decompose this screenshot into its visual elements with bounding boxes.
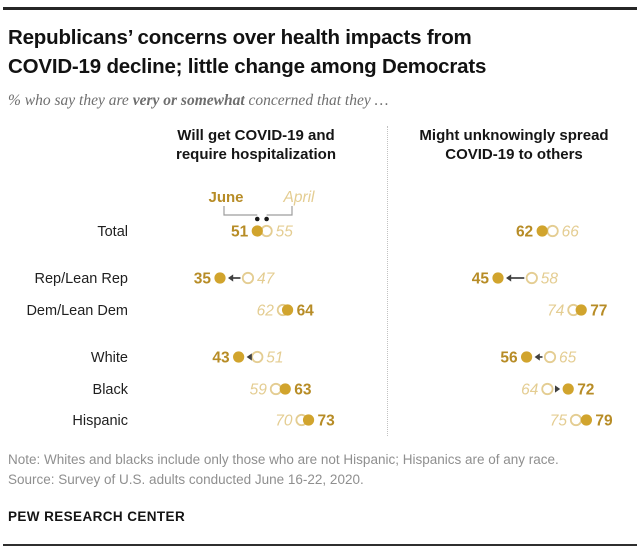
june-dot xyxy=(575,304,587,316)
row-label: Black xyxy=(93,382,129,398)
row-label: Total xyxy=(97,224,128,240)
april-value: 62 xyxy=(257,303,275,320)
column-header-left-line1: Will get COVID-19 and xyxy=(177,127,335,144)
row-label: Hispanic xyxy=(72,413,128,429)
note-text: Note: Whites and blacks include only tho… xyxy=(8,452,559,467)
chart-title: Republicans’ concerns over health impact… xyxy=(8,24,628,81)
legend-june-label: June xyxy=(208,189,243,206)
april-value: 55 xyxy=(276,224,294,241)
column-header-left-line2: require hospitalization xyxy=(175,146,337,163)
april-dot xyxy=(241,271,255,285)
june-dot xyxy=(580,414,593,426)
april-dot xyxy=(269,382,283,396)
april-value: 51 xyxy=(266,350,283,367)
legend-connector-june xyxy=(223,206,258,216)
row-label: White xyxy=(91,350,128,366)
june-value: 43 xyxy=(212,350,230,367)
june-value: 72 xyxy=(577,382,594,399)
april-value: 64 xyxy=(521,382,539,399)
april-value: 65 xyxy=(559,350,577,367)
june-dot xyxy=(492,272,504,284)
april-value: 74 xyxy=(547,303,565,320)
june-value: 63 xyxy=(294,382,312,399)
june-value: 56 xyxy=(500,350,518,367)
june-dot xyxy=(279,383,291,395)
change-arrow-head xyxy=(228,274,234,282)
subtitle-prefix: % who say they are xyxy=(8,92,133,109)
april-dot xyxy=(569,413,583,427)
subtitle-bold: very or somewhat xyxy=(132,92,245,109)
april-dot xyxy=(251,350,264,364)
june-dot xyxy=(562,383,574,395)
april-dot xyxy=(546,224,559,238)
subtitle-suffix: concerned that they … xyxy=(244,92,389,109)
column-header-right-line2: COVID-19 to others xyxy=(445,146,583,163)
april-dot xyxy=(525,271,538,285)
row-label: Dem/Lean Dem xyxy=(26,303,128,319)
title-line-2: COVID-19 decline; little change among De… xyxy=(8,54,487,78)
june-value: 45 xyxy=(472,271,490,288)
legend-marker-june-dot xyxy=(254,216,260,222)
april-value: 47 xyxy=(257,271,276,288)
april-value: 75 xyxy=(550,413,568,430)
change-arrow-head xyxy=(506,274,512,282)
april-dot xyxy=(543,350,557,364)
change-arrow-head xyxy=(555,385,561,393)
april-dot xyxy=(541,382,554,396)
legend-marker-april-dot xyxy=(264,216,269,222)
june-value: 77 xyxy=(590,303,607,320)
june-dot xyxy=(281,304,294,316)
chart-subtitle: % who say they are very or somewhat conc… xyxy=(8,92,628,110)
chart-footnotes: Note: Whites and blacks include only tho… xyxy=(8,450,634,489)
june-dot xyxy=(536,225,548,237)
april-value: 59 xyxy=(250,382,268,399)
june-value: 64 xyxy=(297,303,315,320)
top-rule xyxy=(3,7,637,10)
april-value: 66 xyxy=(562,224,580,241)
april-dot xyxy=(260,224,273,238)
column-divider xyxy=(387,126,388,436)
legend-connector-april xyxy=(266,206,293,216)
title-line-1: Republicans’ concerns over health impact… xyxy=(8,26,472,49)
legend-april-label: April xyxy=(282,189,315,206)
june-dot xyxy=(233,351,245,363)
row-label: Rep/Lean Rep xyxy=(34,271,128,287)
june-dot xyxy=(302,414,315,426)
april-value: 70 xyxy=(275,413,293,430)
april-value: 58 xyxy=(541,271,559,288)
source-text: Source: Survey of U.S. adults conducted … xyxy=(8,471,364,487)
june-value: 79 xyxy=(595,413,613,430)
column-header-hospitalization: Will get COVID-19 and require hospitaliz… xyxy=(130,126,382,164)
june-value: 51 xyxy=(231,224,249,241)
change-arrow-head xyxy=(246,353,252,361)
june-dot xyxy=(214,272,226,284)
june-dot xyxy=(521,351,533,363)
column-header-right-line1: Might unknowingly spread xyxy=(419,127,609,144)
june-value: 35 xyxy=(194,271,212,288)
change-arrow-head xyxy=(534,353,540,361)
bottom-rule xyxy=(3,544,637,546)
june-value: 62 xyxy=(516,224,533,241)
june-dot xyxy=(251,225,263,237)
june-value: 73 xyxy=(318,413,336,430)
column-header-spread: Might unknowingly spread COVID-19 to oth… xyxy=(392,126,636,164)
brand-label: PEW RESEARCH CENTER xyxy=(8,509,186,524)
